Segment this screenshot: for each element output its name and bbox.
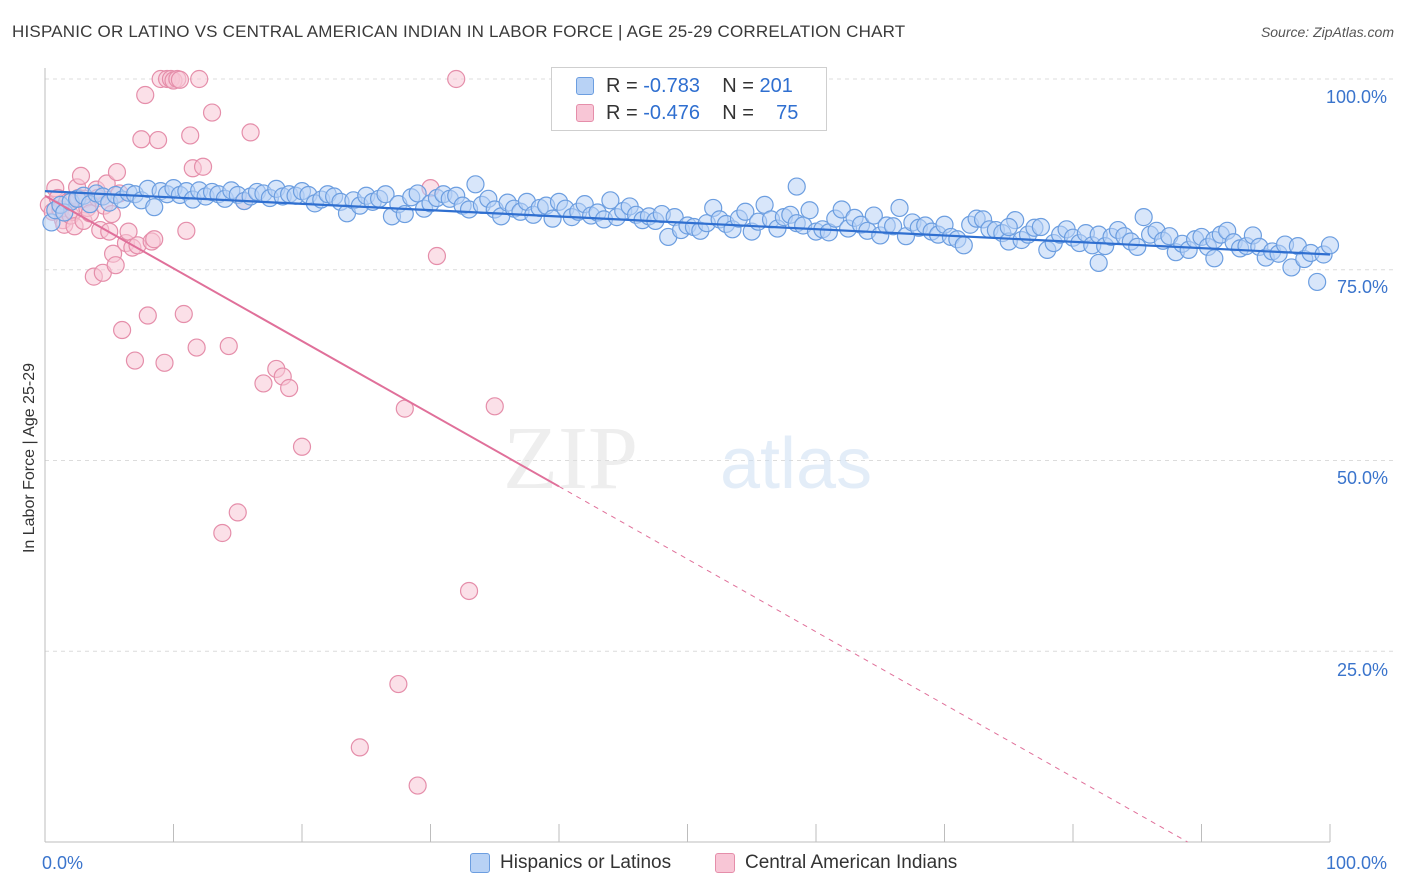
pink-swatch <box>576 104 594 122</box>
point-central-american-indians <box>148 130 168 150</box>
point-hispanics-or-latinos <box>999 217 1018 237</box>
watermark-atlas: atlas <box>720 424 872 504</box>
trend-line-central-american <box>44 194 560 488</box>
point-hispanics-or-latinos <box>787 177 806 196</box>
x-tick-label-min: 0.0% <box>42 853 84 873</box>
grid-lines <box>45 78 1395 652</box>
point-central-american-indians <box>125 351 145 370</box>
point-central-american-indians <box>177 221 196 240</box>
point-central-american-indians <box>202 103 222 122</box>
point-central-american-indians <box>187 338 206 357</box>
x-tick-label-max: 100.0% <box>1326 853 1388 873</box>
point-central-american-indians <box>459 581 479 601</box>
series-legend: Hispanics or Latinos Central American In… <box>0 852 1406 878</box>
point-hispanics-or-latinos <box>1089 253 1108 272</box>
source-label: Source: ZipAtlas.com <box>1260 24 1394 40</box>
trend-line-hispanics <box>44 190 1331 256</box>
chart-title: HISPANIC OR LATINO VS CENTRAL AMERICAN I… <box>12 22 906 41</box>
point-hispanics-or-latinos <box>466 175 485 194</box>
point-central-american-indians <box>280 378 299 398</box>
n-value: 201 <box>759 74 793 97</box>
point-hispanics-or-latinos <box>832 200 851 219</box>
point-hispanics-or-latinos <box>736 202 755 221</box>
watermark-zip: ZIP <box>503 409 638 508</box>
stats-legend: R = -0.783 N = 201 R = -0.476 N = 75 <box>551 67 827 131</box>
stats-row-central-american: R = -0.476 N = 75 <box>576 101 798 125</box>
series-central-american-indians <box>39 69 504 795</box>
point-central-american-indians <box>155 353 174 372</box>
point-central-american-indians <box>228 503 247 522</box>
point-central-american-indians <box>190 69 209 89</box>
point-hispanics-or-latinos <box>800 201 819 220</box>
point-central-american-indians <box>350 738 369 757</box>
point-hispanics-or-latinos <box>543 209 562 228</box>
point-hispanics-or-latinos <box>376 185 395 204</box>
point-central-american-indians <box>241 123 260 142</box>
point-central-american-indians <box>389 674 408 694</box>
point-central-american-indians <box>254 374 273 393</box>
r-value: -0.783 <box>643 74 700 97</box>
legend-swatch-blue <box>470 853 490 873</box>
stats-row-hispanics: R = -0.783 N = 201 <box>576 74 793 98</box>
legend-label-hispanics: Hispanics or Latinos <box>500 852 672 873</box>
point-central-american-indians <box>219 336 238 356</box>
point-hispanics-or-latinos <box>883 217 903 236</box>
n-value: 75 <box>776 101 799 124</box>
y-tick-label-25: 25.0% <box>1337 660 1389 680</box>
point-hispanics-or-latinos <box>1128 237 1147 256</box>
point-hispanics-or-latinos <box>1031 217 1050 237</box>
point-hispanics-or-latinos <box>890 198 909 218</box>
point-hispanics-or-latinos <box>1134 208 1153 227</box>
point-hispanics-or-latinos <box>1282 258 1301 277</box>
n-label: N = <box>722 101 754 124</box>
r-value: -0.476 <box>643 101 700 124</box>
point-central-american-indians <box>170 70 190 89</box>
point-hispanics-or-latinos <box>954 236 973 255</box>
point-central-american-indians <box>71 166 91 186</box>
point-hispanics-or-latinos <box>145 198 164 217</box>
point-central-american-indians <box>107 162 127 182</box>
legend-item-hispanics: Hispanics or Latinos <box>470 852 671 874</box>
y-tick-label-75: 75.0% <box>1337 277 1389 297</box>
point-hispanics-or-latinos <box>1320 236 1340 255</box>
series-hispanics-or-latinos <box>42 175 1340 292</box>
point-central-american-indians <box>193 157 213 176</box>
n-label: N = <box>722 74 754 97</box>
point-hispanics-or-latinos <box>1205 249 1224 268</box>
r-label: R = <box>606 74 638 97</box>
point-central-american-indians <box>181 126 200 145</box>
point-central-american-indians <box>408 776 427 795</box>
point-hispanics-or-latinos <box>864 206 883 225</box>
point-central-american-indians <box>132 130 151 149</box>
point-hispanics-or-latinos <box>601 191 620 210</box>
point-central-american-indians <box>485 397 504 416</box>
point-central-american-indians <box>136 85 155 105</box>
point-central-american-indians <box>138 306 157 325</box>
point-hispanics-or-latinos <box>408 184 427 203</box>
point-central-american-indians <box>106 256 125 275</box>
point-central-american-indians <box>174 304 193 324</box>
point-central-american-indians <box>112 320 132 340</box>
trend-line-central-american-extension <box>558 486 1188 843</box>
point-central-american-indians <box>213 523 232 543</box>
y-tick-label-100: 100.0% <box>1326 87 1388 107</box>
point-central-american-indians <box>447 69 466 89</box>
trend-lines <box>44 190 1331 843</box>
watermark: ZIP atlas <box>503 409 872 508</box>
point-central-american-indians <box>427 246 447 266</box>
blue-swatch <box>576 77 594 95</box>
y-tick-label-50: 50.0% <box>1337 468 1389 488</box>
point-hispanics-or-latinos <box>1308 272 1327 292</box>
legend-item-central-american: Central American Indians <box>715 852 957 874</box>
legend-label-central-american: Central American Indians <box>745 852 958 873</box>
point-central-american-indians <box>292 437 312 456</box>
r-label: R = <box>606 101 638 124</box>
legend-swatch-pink <box>715 853 735 873</box>
point-central-american-indians <box>145 230 164 249</box>
